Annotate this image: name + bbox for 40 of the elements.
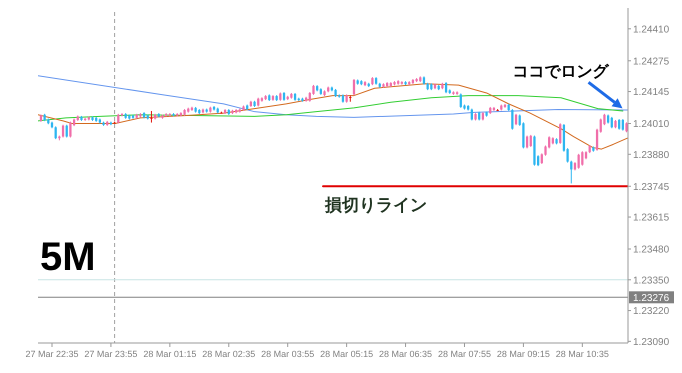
y-tick-label: 1.23220 bbox=[633, 306, 670, 318]
y-tick-label: 1.23350 bbox=[633, 275, 670, 286]
x-tick-label: 28 Mar 05:15 bbox=[320, 349, 374, 359]
candlestick bbox=[460, 92, 462, 108]
candlestick bbox=[470, 108, 473, 121]
y-tick-label: 1.24145 bbox=[633, 87, 670, 98]
candlestick bbox=[622, 118, 624, 132]
y-tick-label: 1.24010 bbox=[633, 119, 670, 130]
series-label: 損切りライン bbox=[324, 195, 428, 214]
x-tick-label: 28 Mar 01:15 bbox=[143, 349, 196, 359]
annotation: 5M bbox=[40, 235, 96, 280]
candlestick bbox=[570, 160, 572, 184]
candlestick bbox=[66, 124, 68, 138]
x-tick-label: 28 Mar 10:35 bbox=[556, 349, 609, 359]
annotation: ココでロング bbox=[512, 63, 610, 80]
x-tick-label: 28 Mar 03:55 bbox=[261, 349, 314, 359]
x-tick-label: 28 Mar 02:35 bbox=[202, 349, 256, 359]
x-tick-label: 28 Mar 09:15 bbox=[496, 349, 550, 359]
candlestick bbox=[610, 116, 613, 129]
y-tick-label: 1.23745 bbox=[633, 182, 670, 193]
ref-line-label: 1.23276 bbox=[633, 292, 670, 304]
y-tick-label: 1.24410 bbox=[633, 24, 670, 36]
y-tick-label: 1.23480 bbox=[633, 244, 670, 256]
candlestick bbox=[581, 150, 584, 166]
candlestick bbox=[618, 118, 620, 130]
candlestick bbox=[559, 122, 562, 144]
candlestick bbox=[117, 113, 120, 124]
x-tick-label: 28 Mar 06:35 bbox=[379, 349, 432, 359]
x-tick-label: 28 Mar 07:55 bbox=[438, 349, 492, 359]
candlestick bbox=[511, 108, 514, 130]
x-tick-label: 27 Mar 22:35 bbox=[25, 349, 79, 359]
x-tick-label: 27 Mar 23:55 bbox=[84, 349, 138, 359]
candlestick bbox=[54, 126, 57, 140]
y-tick-label: 1.23090 bbox=[633, 336, 670, 348]
y-tick-label: 1.24275 bbox=[633, 56, 670, 68]
y-tick-label: 1.23880 bbox=[633, 150, 670, 161]
candlestick bbox=[444, 82, 448, 94]
y-tick-label: 1.23615 bbox=[633, 212, 670, 224]
candlestick bbox=[530, 134, 532, 148]
candlestick bbox=[578, 153, 580, 170]
